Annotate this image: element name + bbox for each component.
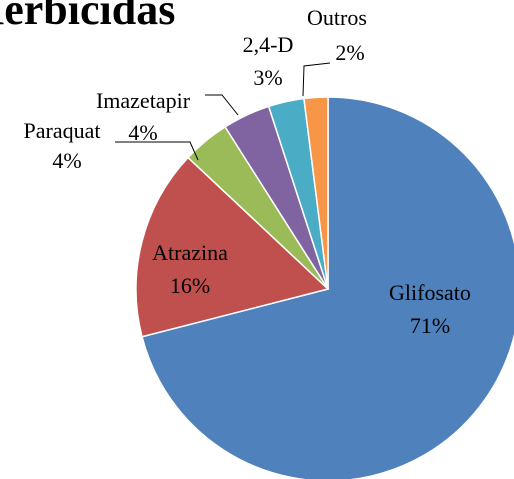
slice-label: Imazetapir: [96, 88, 191, 113]
leader-line: [205, 94, 239, 116]
value-label: 4%: [52, 148, 81, 173]
value-label: 3%: [253, 65, 282, 90]
value-label: 16%: [170, 273, 210, 298]
pie: [135, 96, 514, 479]
slice-label: Glifosato: [389, 280, 471, 305]
slice-label: Outros: [307, 5, 367, 30]
pie-slice: [135, 156, 330, 338]
pie-slice: [303, 96, 329, 290]
slice-label: Paraquat: [24, 118, 101, 143]
chart-title: Herbicidas: [0, 0, 175, 34]
slice-label: Atrazina: [152, 240, 228, 265]
value-label: 4%: [128, 120, 157, 145]
leader-line: [302, 62, 331, 97]
leader-line: [115, 141, 199, 161]
value-label: 2%: [335, 40, 364, 65]
slice-label: 2,4-D: [243, 32, 294, 57]
value-label: 71%: [410, 313, 450, 338]
